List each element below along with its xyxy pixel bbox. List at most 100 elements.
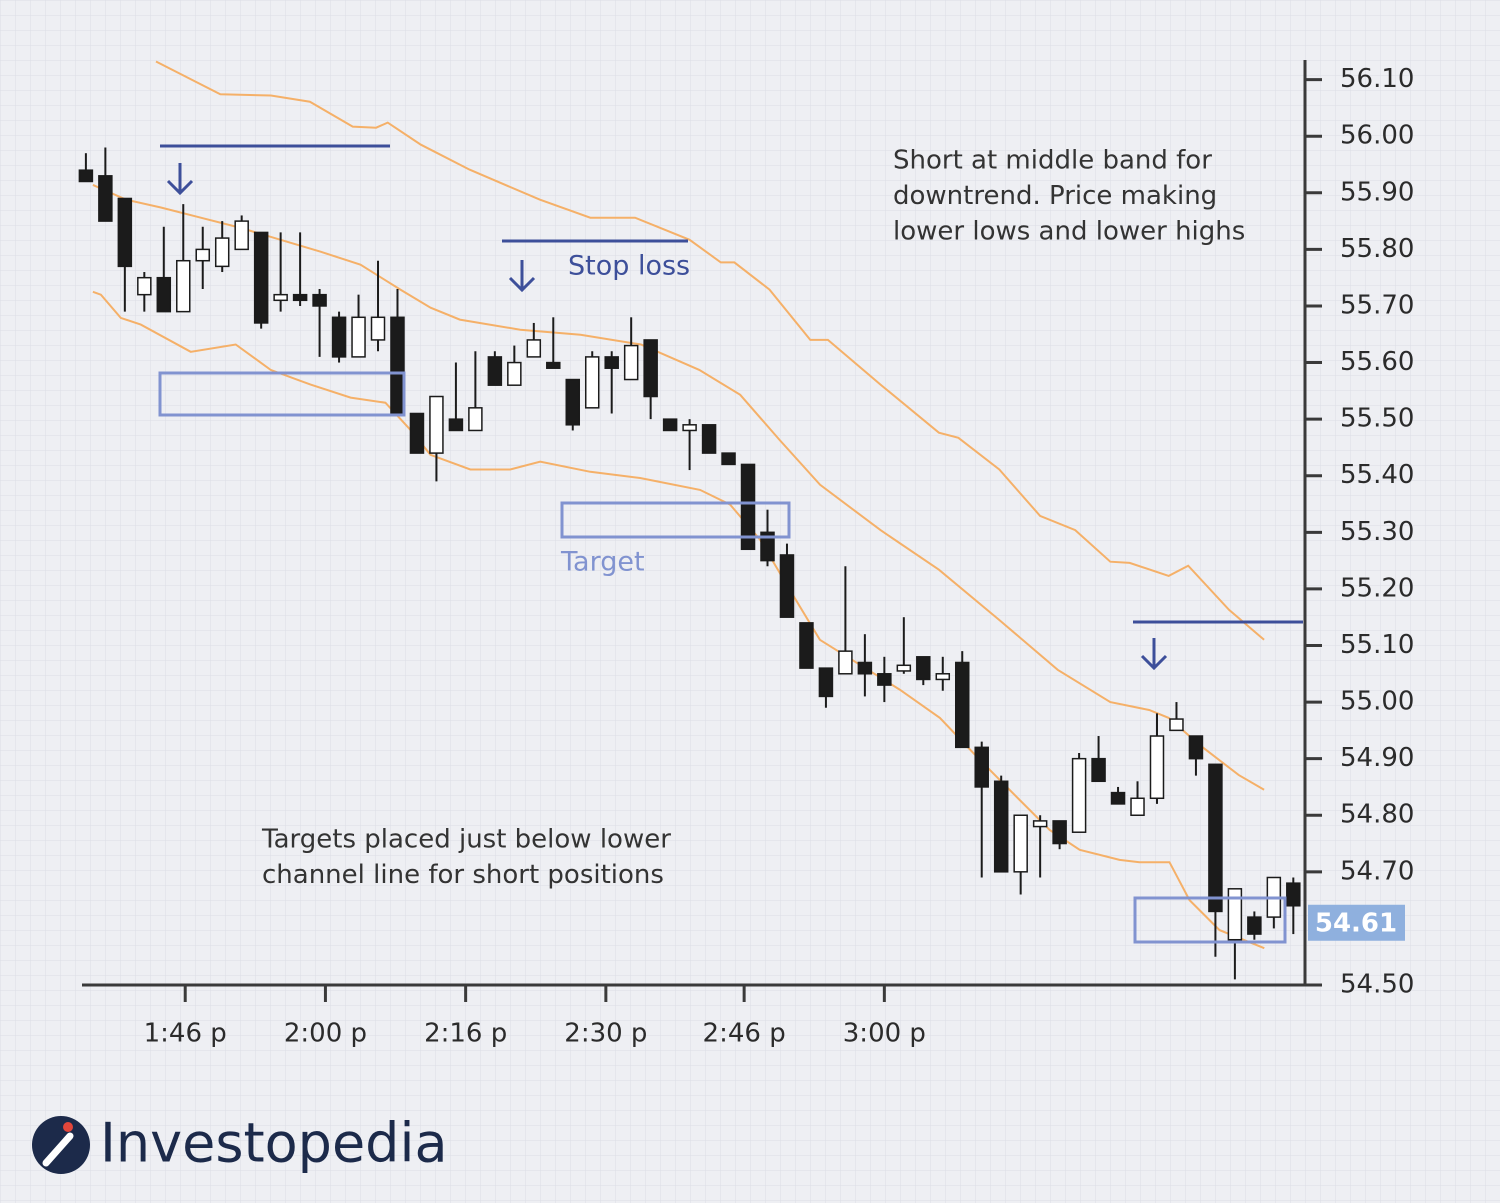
x-tick-label: 2:16 p (424, 1019, 507, 1049)
band-line (155, 60, 1265, 641)
candle-body (974, 746, 989, 788)
y-tick-label: 56.00 (1340, 121, 1414, 151)
candle-body (1032, 820, 1048, 828)
candle-body (857, 661, 873, 675)
logo-icon-stroke (42, 1132, 74, 1167)
candle-body (993, 780, 1009, 873)
candle-body (214, 237, 230, 268)
candle-body (1247, 916, 1262, 935)
candle-body (351, 316, 366, 358)
candle-body (721, 452, 736, 466)
candle-body (292, 293, 308, 302)
y-tick-label: 55.20 (1340, 573, 1414, 603)
y-tick-label: 54.90 (1340, 743, 1414, 773)
target-box (560, 501, 791, 539)
x-tick-label: 2:30 p (564, 1019, 647, 1049)
candle-body (838, 650, 853, 675)
last-price-tag (1308, 904, 1405, 941)
candle-body (643, 339, 658, 398)
y-tick-label: 55.70 (1340, 290, 1414, 320)
note-text: channel line for short positions (262, 860, 664, 890)
candle-body (448, 418, 464, 432)
candle-body (137, 276, 152, 296)
candle-body (1071, 757, 1087, 833)
note-text: Targets placed just below lower (261, 825, 671, 855)
candle-body (331, 316, 347, 358)
candle-body (526, 339, 542, 358)
y-tick-label: 54.50 (1340, 970, 1414, 1000)
candle-body (623, 344, 639, 381)
note-text: downtrend. Price making (893, 181, 1217, 211)
y-tick-label: 56.10 (1340, 64, 1414, 94)
candle-body (1091, 757, 1106, 783)
candle-body (779, 554, 795, 618)
candle-body (1110, 791, 1126, 805)
candle-body (546, 361, 561, 369)
x-tick-label: 1:46 p (144, 1019, 227, 1049)
candle-body (78, 169, 94, 183)
y-tick-label: 55.80 (1340, 234, 1414, 264)
candle-body (916, 656, 931, 681)
candle-body (1052, 820, 1067, 845)
y-tick-label: 54.80 (1340, 800, 1414, 830)
x-tick-label: 3:00 p (843, 1019, 926, 1049)
candle-body (390, 316, 405, 415)
candle-body (409, 412, 425, 454)
candle-body (1286, 882, 1301, 907)
candle-body (682, 424, 697, 432)
candle-body (234, 220, 249, 251)
candle-body (429, 395, 444, 454)
candle-body (954, 661, 970, 749)
band-line (92, 290, 1265, 950)
arrow (508, 260, 536, 293)
candle-body (468, 407, 483, 432)
candle-body (701, 424, 717, 454)
note-text: lower lows and lower highs (893, 217, 1245, 247)
target-label: Target (560, 547, 645, 578)
candle-body (156, 276, 172, 313)
candle-body (273, 293, 288, 302)
candle-body (98, 175, 113, 222)
candle-body (877, 673, 892, 686)
candle-body (662, 418, 678, 432)
candle-body (1169, 718, 1184, 732)
candles (78, 147, 1301, 980)
candle-body (176, 259, 191, 313)
candle-body (487, 356, 503, 386)
candle-body (604, 356, 619, 369)
y-tick-label: 55.30 (1340, 517, 1414, 547)
logo-text: Investopedia (100, 1112, 448, 1175)
target-box (158, 371, 406, 417)
y-tick-label: 54.70 (1340, 856, 1414, 886)
stop-loss-label: Stop loss (568, 251, 690, 282)
axes: 54.50 54.70 54.80 54.90 55.00 55.10 55.20 55.30… (82, 60, 1414, 1049)
last-price-label: 54.61 (1315, 908, 1397, 938)
candle-body (117, 197, 133, 268)
y-tick-label: 55.10 (1340, 630, 1414, 660)
y-tick-label: 55.00 (1340, 687, 1414, 717)
logo: Investopedia (32, 1112, 448, 1175)
candle-body (584, 356, 600, 409)
annotations (158, 144, 1303, 944)
candle-body (799, 622, 814, 669)
candle-body (312, 293, 327, 307)
candle-body (1208, 763, 1223, 913)
y-tick-label: 55.50 (1340, 404, 1414, 434)
target-box (1133, 896, 1287, 944)
x-tick-label: 2:00 p (284, 1019, 367, 1049)
arrow (166, 163, 194, 196)
candle-body (1149, 735, 1165, 800)
candle-body (370, 316, 386, 341)
y-tick-label: 55.90 (1340, 177, 1414, 207)
candle-body (1188, 735, 1204, 760)
logo-icon-dot (63, 1122, 73, 1132)
x-tick-label: 2:46 p (703, 1019, 786, 1049)
y-tick-label: 55.60 (1340, 347, 1414, 377)
candle-body (1130, 797, 1145, 816)
arrow (1140, 638, 1168, 671)
y-tick-label: 55.40 (1340, 460, 1414, 490)
note-text: Short at middle band for (893, 146, 1212, 176)
